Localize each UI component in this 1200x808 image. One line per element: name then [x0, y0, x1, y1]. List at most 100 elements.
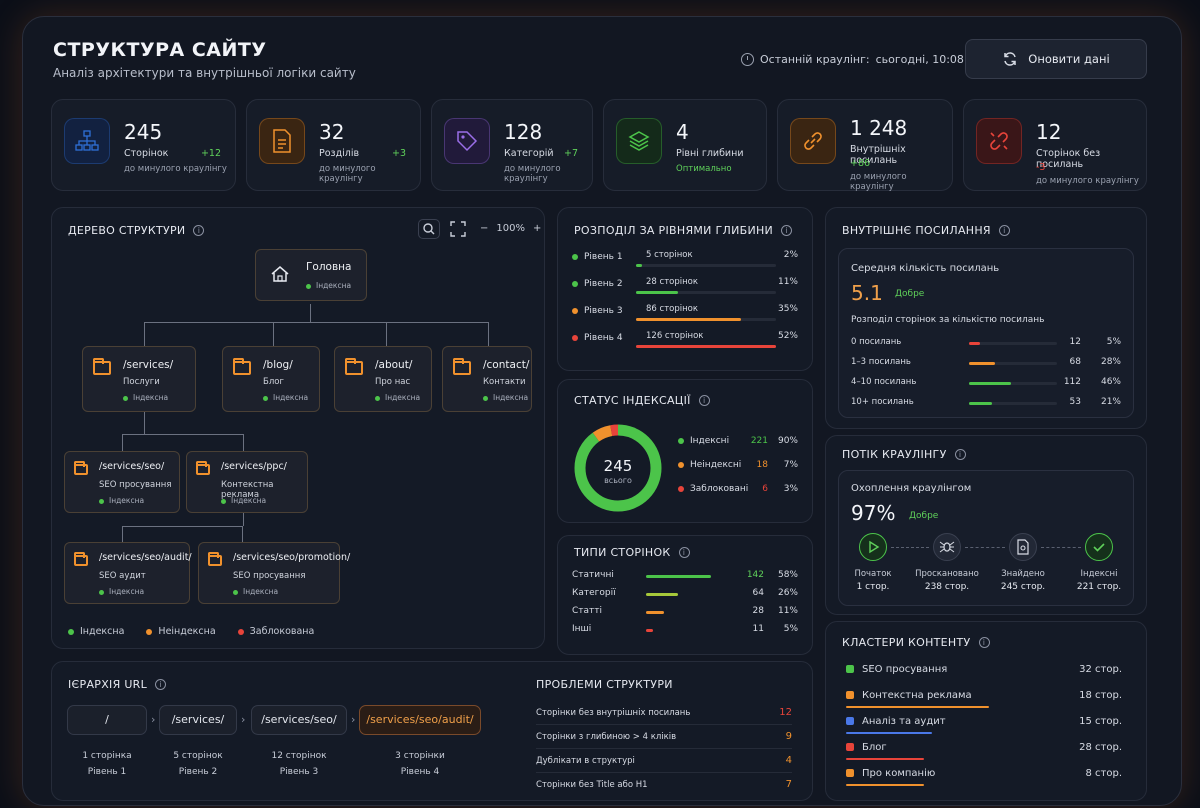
tree-node[interactable]: /services/Послуги Індексна [82, 346, 196, 412]
node-name: Про нас [375, 377, 411, 387]
types-panel: ТИПИ СТОРІНОК i Статичні 142 58% Категорії 64… [557, 535, 813, 655]
problem-value: 12 [779, 707, 792, 718]
index-row-label: Неіндексні [678, 460, 741, 470]
tree-legend: Індексна Неіндексна Заблокована [68, 626, 314, 637]
stat-card[interactable]: 128 Категорій +7 до минулого краулінгу [431, 99, 593, 191]
fullscreen-icon[interactable] [450, 221, 466, 237]
tree-node[interactable]: /about/Про нас Індексна [334, 346, 432, 412]
divider [536, 748, 792, 749]
url-chip[interactable]: /services/seo/ [251, 705, 347, 735]
divider [536, 772, 792, 773]
links-panel: ВНУТРІШНЄ ПОСИЛАННЯ i Середня кількість п… [825, 207, 1147, 429]
stat-footnote: до минулого краулінгу [504, 164, 561, 184]
chip-level: Рівень 3 [279, 767, 319, 777]
coverage-value: 97% [851, 501, 896, 525]
depth-row-label: Рівень 4 [572, 333, 623, 343]
info-icon[interactable]: i [698, 395, 710, 406]
tree-node[interactable]: /services/seo/audit/SEO аудит Індексна [64, 542, 192, 604]
donut-segment [574, 424, 662, 512]
info-icon[interactable]: i [678, 547, 690, 558]
tag-icon [444, 118, 490, 164]
info-icon[interactable]: i [781, 225, 793, 236]
node-path: /blog/ [263, 359, 293, 371]
zoom-out-button[interactable]: − [480, 223, 489, 234]
url-chip[interactable]: / [67, 705, 147, 735]
depth-row-pages: 5 сторінок [646, 250, 693, 260]
zoom-in-button[interactable]: + [532, 223, 542, 234]
search-icon [423, 223, 435, 235]
url-chip[interactable]: /services/seo/audit/ [359, 705, 481, 735]
folder-icon [453, 358, 471, 375]
index-pct: 3% [783, 484, 798, 494]
divider [536, 724, 792, 725]
stat-card[interactable]: 12 Сторінок без посилань -3 до минулого кра… [963, 99, 1147, 191]
tree-panel: ДЕРЕВО СТРУКТУРИ i − 100% + Головна [51, 207, 545, 649]
tree-node[interactable]: /services/seo/SEO просування Індексна [64, 451, 180, 513]
links-bar [969, 342, 980, 345]
clusters-title: КЛАСТЕРИ КОНТЕНТУ [842, 636, 971, 649]
tree-node[interactable]: /blog/Блог Індексна [222, 346, 320, 412]
cluster-label: Про компанію [846, 768, 935, 779]
stat-card[interactable]: 32 Розділів +3 до минулого краулінгу [246, 99, 421, 191]
type-label: Інші [572, 624, 592, 634]
index-panel: СТАТУС ІНДЕКСАЦІЇ i 245 всього Індексні 22… [557, 379, 813, 523]
info-icon[interactable]: i [954, 449, 966, 460]
node-status: Індексна [123, 393, 168, 402]
stat-card[interactable]: 245 Сторінок +12 до минулого краулінгу [51, 99, 236, 191]
page-subtitle: Аналіз архітектури та внутрішньої логіки… [53, 66, 356, 80]
stat-card[interactable]: 1 248 Внутрішніх посилань +86 до минулого к… [777, 99, 953, 192]
cluster-label: Контекстна реклама [846, 690, 972, 701]
info-icon[interactable]: i [998, 225, 1010, 236]
tree-title: ДЕРЕВО СТРУКТУРИ [68, 224, 186, 237]
chip-level: Рівень 4 [400, 767, 440, 777]
node-name: Послуги [123, 377, 160, 387]
links-pct: 21% [1100, 397, 1121, 407]
stat-footnote: до минулого краулінгу [124, 164, 227, 174]
depth-bar [636, 291, 678, 294]
url-chip[interactable]: /services/ [159, 705, 237, 735]
links-track [969, 382, 1057, 385]
depth-row-pages: 28 сторінок [646, 277, 698, 287]
stat-label: Внутрішніх посилань [850, 144, 906, 166]
folder-icon [345, 358, 363, 375]
document-icon [259, 118, 305, 164]
chip-level: Рівень 2 [178, 767, 218, 777]
types-title: ТИПИ СТОРІНОК [574, 546, 671, 559]
link-icon [790, 118, 836, 164]
problem-label: Сторінки з глибиною > 4 кліків [536, 732, 677, 742]
tree-connector [243, 512, 244, 526]
tree-node[interactable]: /services/seo/promotion/SEO просування Ін… [198, 542, 350, 604]
info-icon[interactable]: i [193, 225, 205, 236]
tree-node[interactable]: /contact/Контакти Індексна [442, 346, 532, 412]
stat-card[interactable]: 4 Рівні глибини Оптимально [603, 99, 767, 191]
depth-pct: 2% [783, 250, 798, 260]
tree-connector [386, 322, 387, 346]
node-status: Індексна [233, 587, 278, 596]
refresh-icon [1004, 52, 1017, 66]
refresh-button[interactable]: Оновити дані [965, 39, 1147, 79]
tree-connector [122, 434, 244, 435]
info-icon[interactable]: i [978, 637, 990, 648]
info-icon[interactable]: i [155, 679, 167, 690]
cluster-value: 8 стор. [1085, 768, 1122, 779]
links-row-label: 10+ посилань [851, 397, 914, 407]
index-count: 221 [750, 436, 768, 446]
tree-node[interactable]: /services/ppc/Контекстна реклама Індексна [186, 451, 308, 513]
legend-item: Індексна [68, 626, 124, 637]
links-track [969, 342, 1057, 345]
chevron-right-icon: › [151, 713, 156, 726]
crawl-step-value: 245 стор. [1000, 582, 1046, 592]
stat-footnote: до минулого краулінгу [319, 164, 376, 184]
depth-row-label: Рівень 3 [572, 306, 623, 316]
clock-icon [741, 53, 754, 66]
search-button[interactable] [418, 219, 440, 239]
links-pct: 28% [1100, 357, 1121, 367]
problem-label: Сторінки без внутрішніх посилань [536, 708, 691, 718]
node-path: /services/seo/ [99, 461, 165, 472]
node-status: Індексна [375, 393, 420, 402]
tree-node-root[interactable]: Головна Індексна [255, 249, 367, 301]
stat-footnote: до минулого краулінгу [850, 172, 907, 192]
depth-row-pages: 86 сторінок [646, 304, 698, 314]
depth-track [636, 264, 776, 267]
links-pct: 5% [1106, 337, 1121, 347]
